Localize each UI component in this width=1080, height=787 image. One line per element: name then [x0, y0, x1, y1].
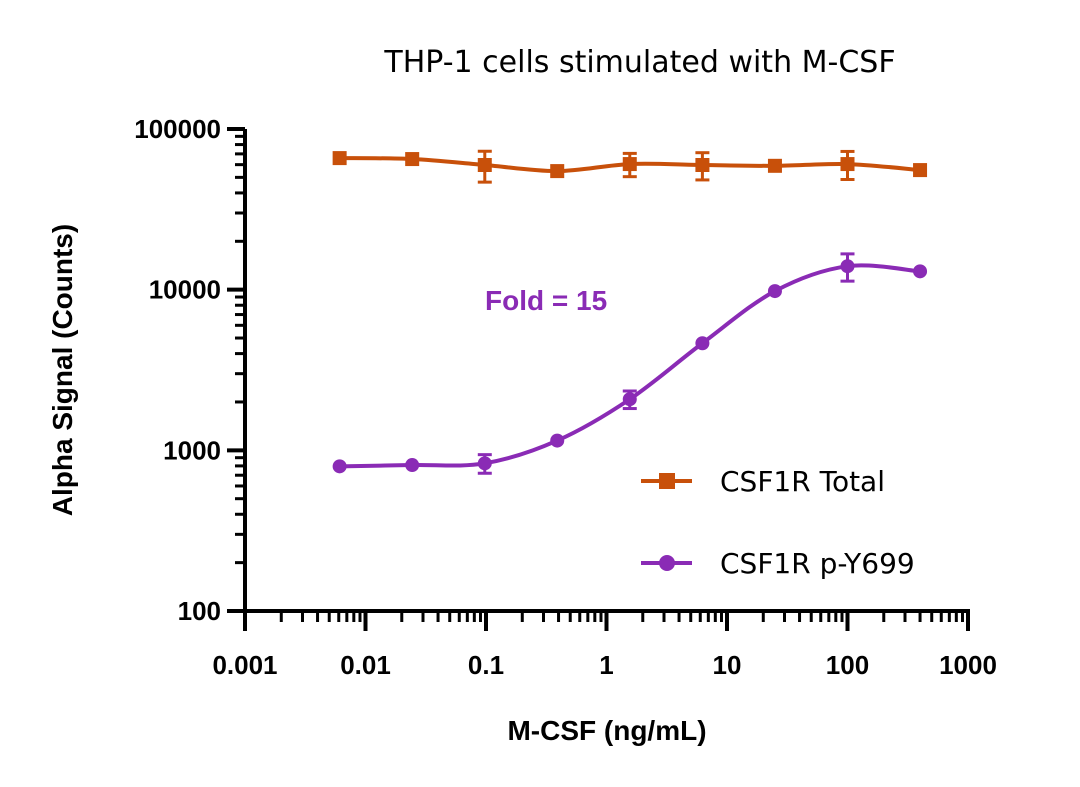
data-point [550, 164, 565, 179]
y-tick-label: 1000 [163, 435, 221, 465]
legend-item: CSF1R Total [641, 465, 885, 498]
data-point [622, 392, 637, 407]
x-tick-label: 10 [713, 650, 742, 680]
legend-item: CSF1R p-Y699 [641, 547, 915, 580]
data-point [767, 284, 782, 299]
x-tick-label: 0.01 [340, 650, 391, 680]
series-layer [332, 149, 928, 475]
y-axis-label: Alpha Signal (Counts) [47, 224, 78, 516]
data-point [405, 152, 420, 167]
chart-title: THP-1 cells stimulated with M-CSF [383, 45, 895, 80]
y-tick-label: 10000 [149, 275, 221, 305]
x-tick-label: 1 [599, 650, 613, 680]
legend-marker-square [659, 473, 675, 489]
legend-label: CSF1R Total [720, 465, 885, 498]
legend: CSF1R Total CSF1R p-Y699 [641, 465, 915, 580]
data-point [477, 456, 492, 471]
x-tick-label: 1000 [939, 650, 997, 680]
x-tick-label: 0.1 [468, 650, 504, 680]
data-point [767, 158, 782, 173]
legend-label: CSF1R p-Y699 [720, 547, 915, 580]
data-point [913, 163, 928, 178]
data-point [550, 433, 565, 448]
data-point [695, 157, 710, 172]
axes: 100 1000 10000 100000 0.001 0.01 0.1 1 10 100 1000 [134, 114, 997, 680]
data-point [477, 157, 492, 172]
data-point [695, 336, 710, 351]
series-csf1r-total [332, 149, 928, 184]
fit-curve [339, 263, 921, 469]
data-point [913, 264, 928, 279]
data-point [622, 157, 637, 172]
fold-annotation: Fold = 15 [485, 285, 607, 316]
y-tick-label: 100000 [134, 114, 221, 144]
data-point [332, 459, 347, 474]
data-point [840, 157, 855, 172]
legend-marker-circle [659, 555, 675, 571]
series-csf1r-p-y699 [332, 252, 928, 475]
x-axis-label: M-CSF (ng/mL) [507, 715, 706, 746]
data-point [332, 151, 347, 166]
data-point [840, 259, 855, 274]
x-tick-label: 0.001 [212, 650, 277, 680]
data-point [405, 458, 420, 473]
x-tick-label: 100 [826, 650, 869, 680]
y-tick-label: 100 [178, 596, 221, 626]
